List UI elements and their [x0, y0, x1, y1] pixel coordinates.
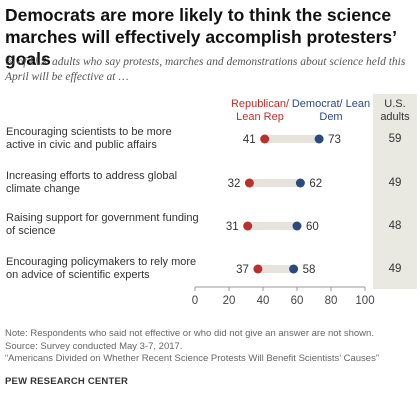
dot-republican — [260, 134, 270, 144]
legend-republican: Republican/ Lean Rep — [230, 98, 290, 123]
range-bar — [247, 222, 297, 230]
category-label-2: Raising support for government funding o… — [6, 212, 199, 237]
x-tick-label: 100 — [355, 295, 374, 307]
note-text: Note: Respondents who said not effective… — [5, 328, 374, 339]
x-tick-label: 80 — [325, 295, 338, 307]
dot-democrat — [314, 134, 324, 144]
us-adults-value-0: 59 — [388, 133, 402, 145]
us-adults-header: U.S. adults — [380, 98, 410, 123]
x-tick-label: 40 — [257, 295, 270, 307]
data-label-democrat: 58 — [303, 264, 316, 276]
chart-subtitle: % of U.S. adults who say protests, march… — [5, 56, 406, 83]
data-label-republican: 37 — [236, 264, 249, 276]
range-bar — [257, 265, 294, 273]
us-adults-value-3: 49 — [388, 263, 402, 275]
dot-republican — [253, 264, 263, 274]
dot-democrat — [289, 264, 299, 274]
data-label-democrat: 60 — [306, 221, 319, 233]
data-label-republican: 32 — [228, 178, 241, 190]
chart-title: Democrats are more likely to think the s… — [5, 5, 397, 69]
dot-republican — [244, 178, 254, 188]
range-bar — [264, 135, 320, 143]
x-tick-label: 20 — [223, 295, 236, 307]
us-adults-value-1: 49 — [388, 177, 402, 189]
x-tick-label: 0 — [192, 295, 198, 307]
category-label-0: Encouraging scientists to be more active… — [6, 126, 172, 151]
x-tick-label: 60 — [291, 295, 304, 307]
us-adults-column-background — [373, 94, 417, 289]
data-label-republican: 41 — [243, 134, 256, 146]
range-bar — [249, 179, 301, 187]
legend-democrat: Democrat/ Lean Dem — [291, 98, 371, 123]
data-label-democrat: 73 — [328, 134, 341, 146]
dot-democrat — [292, 221, 302, 231]
dot-democrat — [295, 178, 305, 188]
data-label-democrat: 62 — [309, 178, 322, 190]
survey-source-text: Source: Survey conducted May 3-7, 2017. — [5, 341, 183, 352]
category-label-1: Increasing efforts to address global cli… — [6, 170, 178, 195]
source-label: PEW RESEARCH CENTER — [5, 376, 129, 387]
us-adults-value-2: 48 — [388, 220, 402, 232]
category-label-3: Encouraging policymakers to rely more on… — [6, 256, 197, 281]
report-title-text: “Americans Divided on Whether Recent Sci… — [5, 353, 379, 364]
dot-republican — [243, 221, 253, 231]
data-label-republican: 31 — [226, 221, 239, 233]
